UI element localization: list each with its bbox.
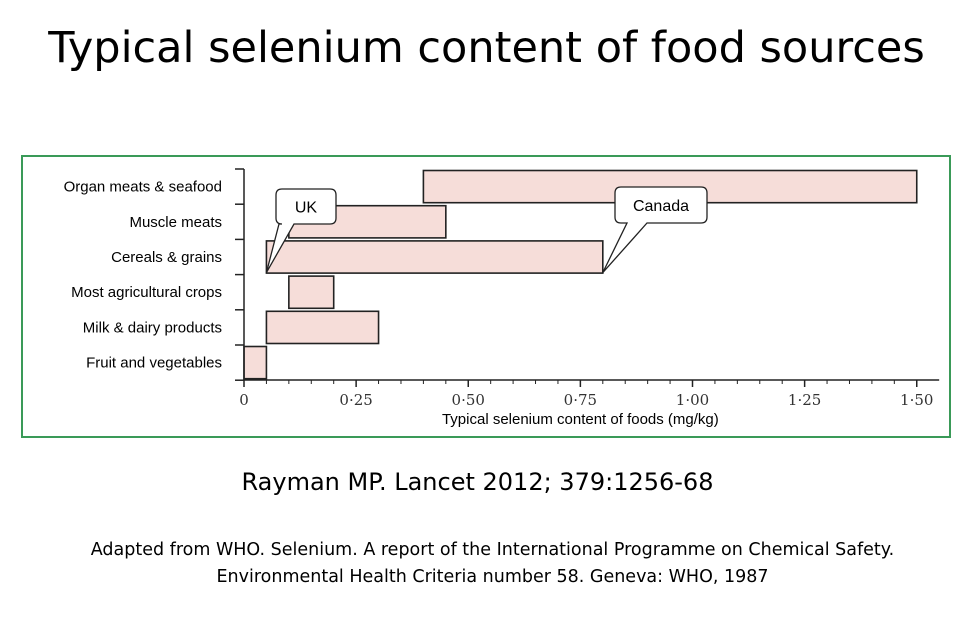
bar-fruit-and-vegetables bbox=[243, 345, 268, 380]
x-tick-label: 1·50 bbox=[900, 391, 933, 409]
citation: Rayman MP. Lancet 2012; 379:1256-68 bbox=[241, 468, 714, 496]
slide-title: Typical selenium content of food sources bbox=[48, 23, 925, 73]
y-tick-label: Cereals & grains bbox=[111, 249, 222, 266]
bar-cereals-grains bbox=[265, 240, 604, 274]
x-tick-label: 0·75 bbox=[564, 391, 597, 409]
y-tick-label: Fruit and vegetables bbox=[86, 355, 222, 372]
callout-canada-bubble bbox=[602, 186, 708, 274]
bar-most-agricultural-crops bbox=[288, 275, 335, 310]
source-line-1: Adapted from WHO. Selenium. A report of … bbox=[90, 540, 895, 560]
x-tick-label: 1·00 bbox=[676, 391, 709, 409]
y-tick-label: Muscle meats bbox=[129, 214, 222, 231]
chart-frame: Organ meats & seafood Muscle meats Cereals… bbox=[21, 155, 951, 438]
y-tick-label: Organ meats & seafood bbox=[64, 179, 222, 196]
x-tick-label: 0·50 bbox=[452, 391, 485, 409]
callout-uk-bubble bbox=[265, 188, 337, 273]
x-tick-label: 0 bbox=[239, 391, 249, 409]
x-tick-label: 1·25 bbox=[788, 391, 821, 409]
x-axis-title: Typical selenium content of foods (mg/kg… bbox=[442, 411, 719, 428]
chart-svg: Organ meats & seafood Muscle meats Cereals… bbox=[64, 168, 940, 428]
y-tick-label: Most agricultural crops bbox=[71, 284, 222, 301]
x-tick-label: 0·25 bbox=[339, 391, 372, 409]
source-line-2: Environmental Health Criteria number 58.… bbox=[216, 567, 769, 587]
callout-canada-label: Canada bbox=[633, 198, 689, 215]
callout-uk-label: UK bbox=[295, 200, 318, 217]
bar-milk-dairy-products bbox=[265, 310, 380, 345]
y-tick-label: Milk & dairy products bbox=[83, 319, 222, 336]
